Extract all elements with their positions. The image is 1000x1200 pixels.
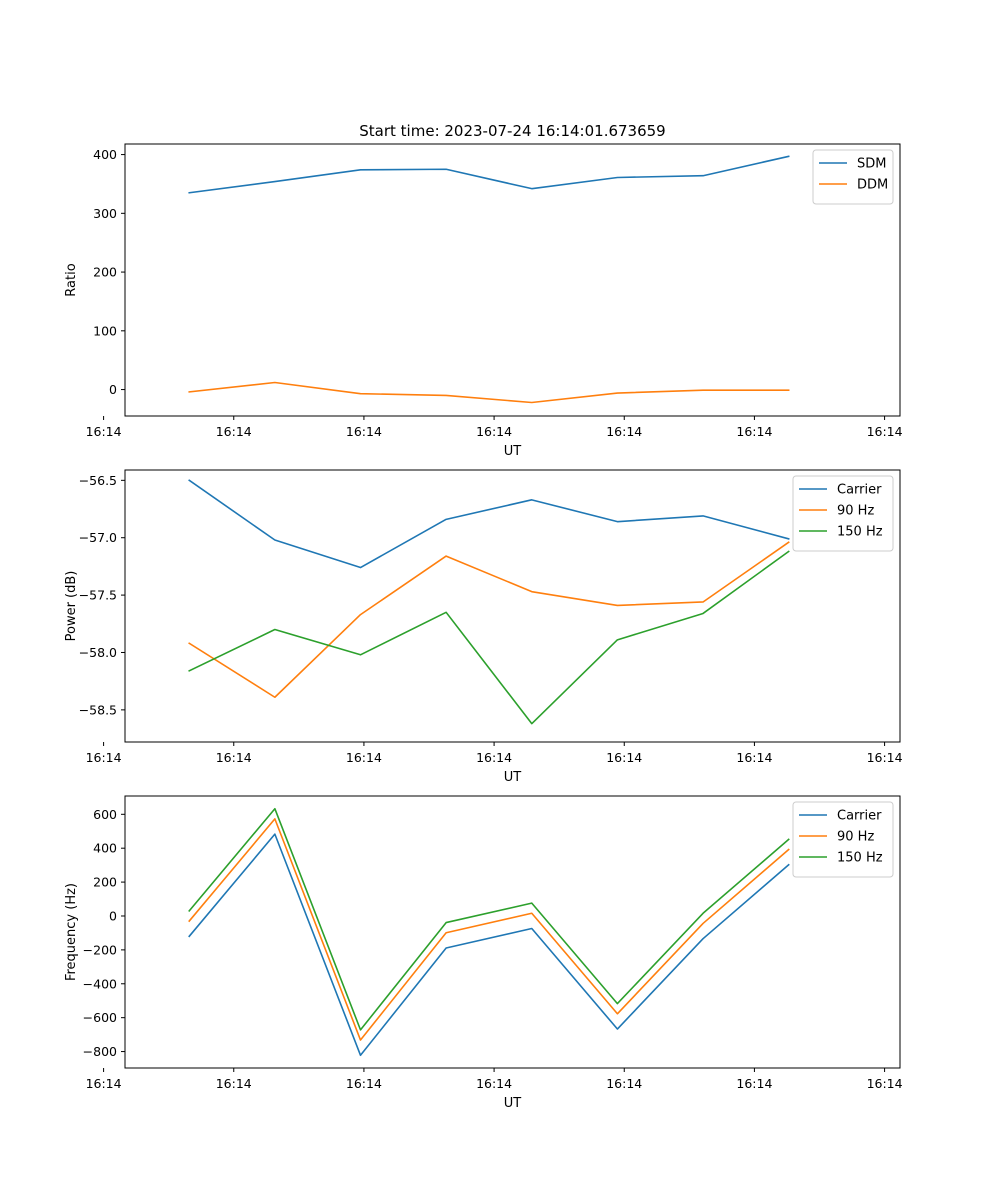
chart2-legend: Carrier 90 Hz 150 Hz <box>792 801 894 878</box>
chart1-x-tick-label: 16:14 <box>736 750 772 765</box>
chart2-legend-label-90-hz: 90 Hz <box>837 830 874 845</box>
chart2-y-tick-label: −400 <box>83 976 117 991</box>
chart0-x-tick-label: 16:14 <box>86 424 122 439</box>
chart2-y-tick-label: 200 <box>93 875 117 890</box>
chart2-y-tick-label: 0 <box>109 908 117 923</box>
chart1-series-90-hz-line <box>188 541 790 699</box>
chart2-legend-label-150-hz: 150 Hz <box>837 851 883 866</box>
chart2-y-tick-label: 400 <box>93 841 117 856</box>
chart2-series-150-hz-line <box>188 807 790 1031</box>
chart1-legend: Carrier 90 Hz 150 Hz <box>792 475 894 552</box>
chart0-legend: SDM DDM <box>812 149 894 205</box>
chart1-y-axis-label: Power (dB) <box>64 571 79 642</box>
chart2-x-tick-label: 16:14 <box>606 1076 642 1091</box>
chart2-y-tick-label: −800 <box>83 1044 117 1059</box>
chart-panel-1: 16:14 16:14 16:14 16:14 16:14 16:14 16:14 0 100 2… <box>64 143 903 459</box>
chart1-y-tick-label: −56.5 <box>79 473 117 488</box>
chart0-axes-frame <box>124 143 901 417</box>
chart1-series-carrier-line <box>188 479 790 569</box>
chart0-series-ddm-line <box>188 381 790 404</box>
chart1-y-tick-label: −58.0 <box>79 645 117 660</box>
chart0-y-axis-label: Ratio <box>64 263 79 296</box>
chart0-x-tick-label: 16:14 <box>216 424 252 439</box>
chart2-x-tick-label: 16:14 <box>216 1076 252 1091</box>
chart2-y-tick-label: 600 <box>93 807 117 822</box>
chart0-y-tick-label: 400 <box>93 147 117 162</box>
chart1-y-tick-label: −58.5 <box>79 702 117 717</box>
chart2-y-axis-label: Frequency (Hz) <box>64 883 79 981</box>
chart1-legend-box <box>792 475 894 552</box>
chart1-x-axis-label: UT <box>504 770 522 785</box>
chart0-x-tick-label: 16:14 <box>606 424 642 439</box>
chart2-x-tick-label: 16:14 <box>86 1076 122 1091</box>
chart1-axes-frame <box>124 469 901 743</box>
chart0-legend-label-sdm: SDM <box>857 157 886 172</box>
chart1-y-tick-label: −57.0 <box>79 530 117 545</box>
chart0-y-tick-label: 200 <box>93 265 117 280</box>
chart1-x-tick-label: 16:14 <box>86 750 122 765</box>
chart2-legend-label-carrier: Carrier <box>837 809 882 824</box>
chart2-x-tick-label: 16:14 <box>867 1076 903 1091</box>
chart0-x-tick-label: 16:14 <box>736 424 772 439</box>
chart1-x-tick-label: 16:14 <box>606 750 642 765</box>
chart1-legend-label-150-hz: 150 Hz <box>837 525 883 540</box>
chart-panel-2: 16:14 16:14 16:14 16:14 16:14 16:14 16:14 −58.5… <box>64 469 903 785</box>
chart1-x-tick-label: 16:14 <box>216 750 252 765</box>
chart1-legend-label-carrier: Carrier <box>837 483 882 498</box>
chart0-series-sdm-line <box>188 155 790 194</box>
chart1-x-tick-label: 16:14 <box>346 750 382 765</box>
chart0-y-tick-label: 100 <box>93 323 117 338</box>
chart1-series-150-hz-line <box>188 550 790 725</box>
chart0-x-axis-label: UT <box>504 444 522 459</box>
chart2-series-carrier-line <box>188 833 790 1057</box>
chart-panel-3: 16:14 16:14 16:14 16:14 16:14 16:14 16:14 −800 −… <box>64 795 903 1111</box>
chart2-y-tick-label: −200 <box>83 942 117 957</box>
chart0-x-tick-label: 16:14 <box>476 424 512 439</box>
figure-title: Start time: 2023-07-24 16:14:01.673659 <box>359 122 665 140</box>
chart2-x-tick-label: 16:14 <box>476 1076 512 1091</box>
chart2-x-tick-label: 16:14 <box>346 1076 382 1091</box>
chart2-axes-frame <box>124 795 901 1069</box>
panels: 16:14 16:14 16:14 16:14 16:14 16:14 16:14 0 100 2… <box>64 143 903 1111</box>
chart1-x-tick-label: 16:14 <box>476 750 512 765</box>
chart0-legend-label-ddm: DDM <box>857 178 888 193</box>
chart0-x-tick-label: 16:14 <box>346 424 382 439</box>
chart0-y-tick-label: 300 <box>93 206 117 221</box>
chart2-x-axis-label: UT <box>504 1096 522 1111</box>
chart1-legend-label-90-hz: 90 Hz <box>837 504 874 519</box>
chart1-y-tick-label: −57.5 <box>79 588 117 603</box>
chart2-y-tick-label: −600 <box>83 1010 117 1025</box>
chart2-legend-box <box>792 801 894 878</box>
chart0-x-tick-label: 16:14 <box>867 424 903 439</box>
chart0-y-tick-label: 0 <box>109 382 117 397</box>
chart2-x-tick-label: 16:14 <box>736 1076 772 1091</box>
chart2-series-90-hz-line <box>188 818 790 1041</box>
chart1-x-tick-label: 16:14 <box>867 750 903 765</box>
